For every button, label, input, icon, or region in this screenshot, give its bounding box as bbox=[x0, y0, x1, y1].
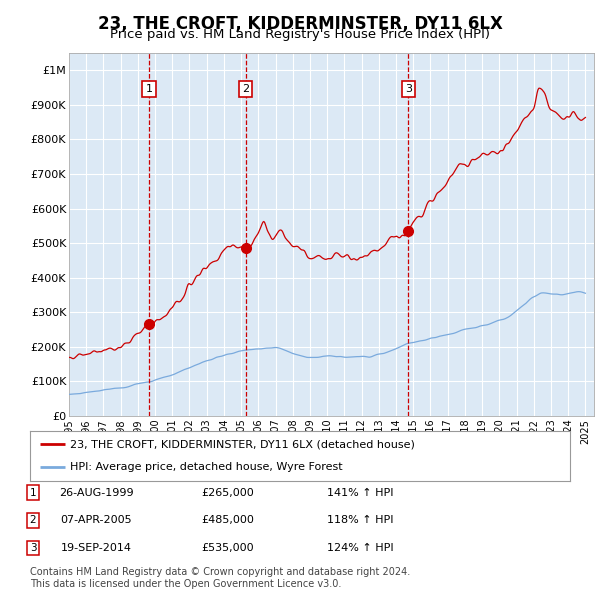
Text: 3: 3 bbox=[405, 84, 412, 94]
Text: HPI: Average price, detached house, Wyre Forest: HPI: Average price, detached house, Wyre… bbox=[71, 463, 343, 473]
Text: 2: 2 bbox=[242, 84, 250, 94]
Text: 19-SEP-2014: 19-SEP-2014 bbox=[61, 543, 131, 553]
Text: 124% ↑ HPI: 124% ↑ HPI bbox=[326, 543, 394, 553]
Text: £535,000: £535,000 bbox=[202, 543, 254, 553]
Text: 1: 1 bbox=[29, 488, 37, 497]
Text: 3: 3 bbox=[29, 543, 37, 553]
Text: Contains HM Land Registry data © Crown copyright and database right 2024.
This d: Contains HM Land Registry data © Crown c… bbox=[30, 567, 410, 589]
Text: 07-APR-2005: 07-APR-2005 bbox=[60, 516, 132, 525]
Text: £265,000: £265,000 bbox=[202, 488, 254, 497]
Text: 141% ↑ HPI: 141% ↑ HPI bbox=[327, 488, 393, 497]
Text: Price paid vs. HM Land Registry's House Price Index (HPI): Price paid vs. HM Land Registry's House … bbox=[110, 28, 490, 41]
Text: 23, THE CROFT, KIDDERMINSTER, DY11 6LX (detached house): 23, THE CROFT, KIDDERMINSTER, DY11 6LX (… bbox=[71, 439, 415, 449]
Text: £485,000: £485,000 bbox=[202, 516, 254, 525]
Text: 118% ↑ HPI: 118% ↑ HPI bbox=[327, 516, 393, 525]
Text: 2: 2 bbox=[29, 516, 37, 525]
Text: 23, THE CROFT, KIDDERMINSTER, DY11 6LX: 23, THE CROFT, KIDDERMINSTER, DY11 6LX bbox=[98, 15, 502, 33]
Text: 26-AUG-1999: 26-AUG-1999 bbox=[59, 488, 133, 497]
Text: 1: 1 bbox=[146, 84, 152, 94]
